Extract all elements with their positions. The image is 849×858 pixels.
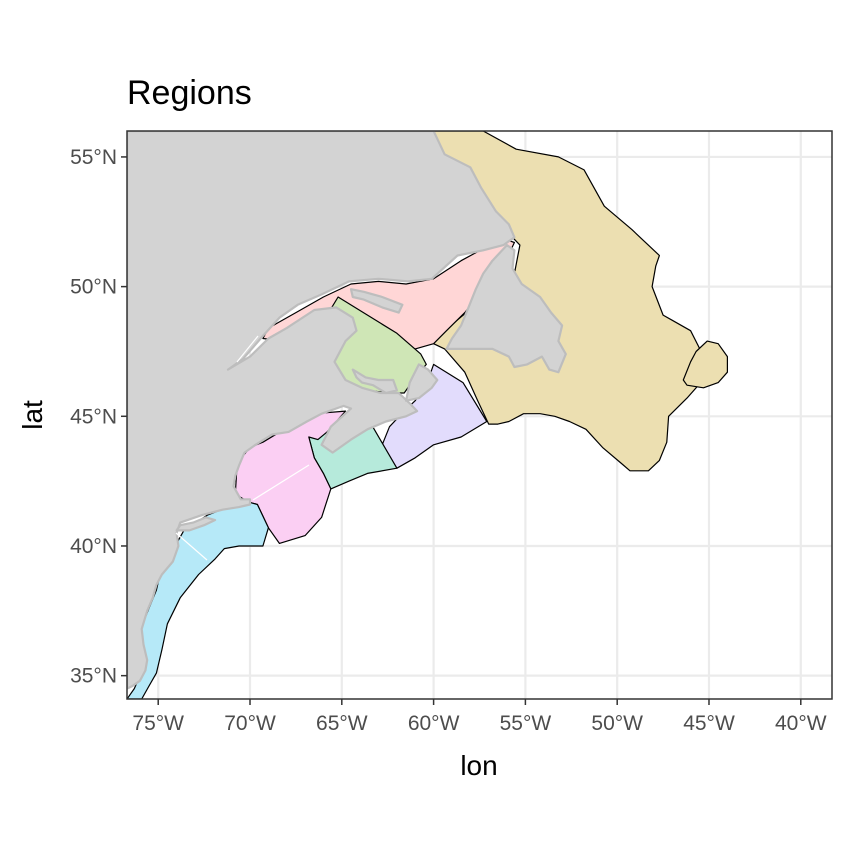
- land-newfoundland: [445, 244, 567, 374]
- x-axis-title: lon: [460, 750, 497, 781]
- y-axis-ticks: 35°N 40°N 45°N 50°N 55°N: [70, 146, 127, 688]
- x-tick-label: 40°W: [775, 712, 827, 735]
- st-lawrence-channel-line: [236, 335, 259, 363]
- mid-atlantic-divider-line: [175, 532, 208, 561]
- y-axis-title: lat: [17, 400, 48, 430]
- gulf-of-maine-divider-line: [252, 464, 310, 501]
- plot-title: Regions: [127, 74, 252, 112]
- x-tick-label: 60°W: [408, 712, 460, 735]
- x-tick-label: 55°W: [500, 712, 552, 735]
- x-axis-ticks: 75°W 70°W 65°W 60°W 55°W 50°W 45°W 40°W: [132, 699, 827, 735]
- y-tick-label: 45°N: [70, 405, 117, 428]
- land-long-island: [175, 516, 217, 532]
- y-tick-label: 55°N: [70, 146, 117, 169]
- land-anticosti-island: [349, 288, 404, 314]
- panel-border: [126, 130, 833, 700]
- x-tick-label: 65°W: [316, 712, 368, 735]
- x-tick-label: 70°W: [224, 712, 276, 735]
- region-flemish-cap: [682, 340, 728, 389]
- x-tick-label: 45°W: [683, 712, 735, 735]
- y-tick-label: 35°N: [70, 665, 117, 688]
- x-tick-label: 50°W: [591, 712, 643, 735]
- y-tick-label: 50°N: [70, 276, 117, 299]
- x-tick-label: 75°W: [132, 712, 184, 735]
- y-tick-label: 40°N: [70, 535, 117, 558]
- land-prince-edward-island: [351, 368, 398, 395]
- land-cape-breton-island: [405, 363, 439, 402]
- land-north-america: [127, 131, 516, 690]
- land-layer: [127, 131, 567, 690]
